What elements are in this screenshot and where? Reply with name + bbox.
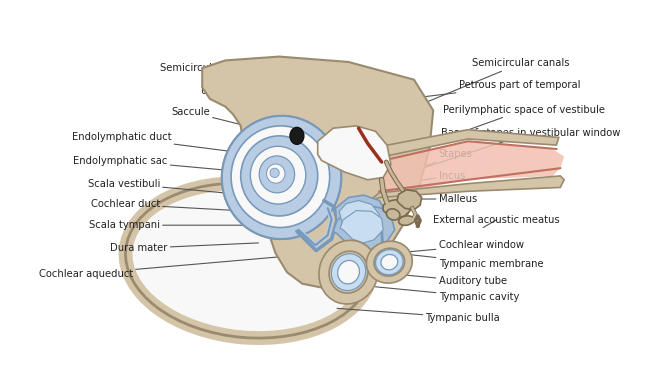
Ellipse shape [270, 168, 280, 177]
Text: Endolymphatic sac: Endolymphatic sac [73, 156, 289, 176]
Polygon shape [397, 190, 422, 210]
Polygon shape [340, 211, 383, 243]
Text: Scala vestibuli: Scala vestibuli [88, 178, 266, 197]
Ellipse shape [250, 146, 306, 204]
Ellipse shape [259, 156, 294, 193]
Text: Saccule: Saccule [171, 107, 344, 151]
Ellipse shape [231, 126, 330, 227]
Text: Petrous part of temporal: Petrous part of temporal [406, 80, 580, 99]
Text: Dura mater: Dura mater [111, 243, 259, 253]
Ellipse shape [376, 249, 403, 275]
Text: Tympanic cavity: Tympanic cavity [376, 287, 519, 302]
Text: Tympanic membrane: Tympanic membrane [374, 251, 543, 269]
Text: Semicircular canals: Semicircular canals [389, 59, 569, 118]
Ellipse shape [329, 251, 368, 293]
Polygon shape [372, 176, 564, 201]
Ellipse shape [240, 136, 318, 216]
Text: Cochlear window: Cochlear window [380, 240, 524, 255]
Ellipse shape [222, 116, 341, 239]
Ellipse shape [381, 255, 398, 270]
Text: Cochlear duct: Cochlear duct [90, 199, 266, 212]
Ellipse shape [398, 216, 414, 225]
Text: Utricle: Utricle [200, 86, 356, 127]
Ellipse shape [374, 248, 405, 276]
Ellipse shape [266, 164, 285, 183]
Polygon shape [372, 130, 559, 157]
Polygon shape [202, 57, 433, 288]
Ellipse shape [367, 241, 412, 283]
Ellipse shape [290, 127, 304, 144]
Text: Cochlear aqueduct: Cochlear aqueduct [39, 256, 289, 279]
Text: External acoustic meatus: External acoustic meatus [433, 215, 560, 227]
Polygon shape [318, 126, 391, 180]
Ellipse shape [386, 209, 400, 220]
Text: Malleus: Malleus [402, 194, 477, 204]
Text: Stapes: Stapes [420, 149, 473, 168]
Ellipse shape [125, 183, 371, 338]
Text: Auditory tube: Auditory tube [391, 274, 507, 286]
Polygon shape [380, 141, 564, 197]
Text: Tympanic bulla: Tympanic bulla [337, 308, 500, 322]
Polygon shape [339, 201, 380, 230]
Text: Scala tympani: Scala tympani [89, 220, 268, 230]
Polygon shape [333, 205, 395, 251]
Text: Semicircular ducts: Semicircular ducts [160, 63, 337, 107]
Polygon shape [335, 195, 387, 236]
Text: Endolymphatic duct: Endolymphatic duct [72, 132, 302, 161]
Text: Incus: Incus [413, 171, 465, 181]
Ellipse shape [332, 254, 366, 291]
Text: Base of stapes in vestibular window: Base of stapes in vestibular window [418, 128, 620, 170]
Ellipse shape [222, 116, 341, 239]
Polygon shape [384, 199, 410, 218]
Ellipse shape [337, 260, 359, 284]
Text: Perilymphatic space of vestibule: Perilymphatic space of vestibule [384, 105, 605, 161]
Ellipse shape [319, 240, 378, 304]
